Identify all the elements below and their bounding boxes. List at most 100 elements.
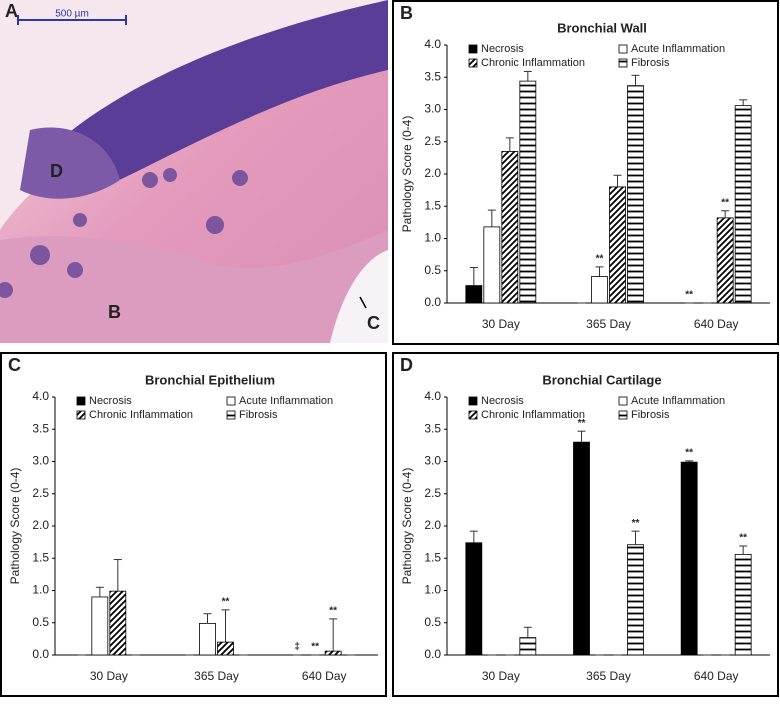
chart-title: Bronchial Cartilage: [542, 372, 661, 387]
scale-bar-label: 500 µm: [55, 9, 89, 20]
bar: [465, 542, 483, 656]
panel-frame: [0, 352, 387, 697]
y-tick-label: 1.0: [32, 583, 49, 597]
y-axis-label: Pathology Score (0-4): [400, 116, 414, 233]
significance-marker: **: [578, 418, 586, 429]
bar: [680, 461, 698, 656]
y-tick-label: 4.0: [32, 389, 49, 403]
legend-label: Chronic Inflammation: [481, 409, 585, 421]
bar: [627, 544, 644, 656]
error-bar: [523, 70, 532, 82]
bar: [591, 276, 608, 304]
significance-marker: **: [632, 518, 640, 529]
bar: [109, 590, 127, 656]
legend-swatch: [226, 396, 236, 406]
error-bar: [469, 267, 478, 286]
significance-marker: **: [721, 197, 729, 208]
legend-swatch: [76, 396, 86, 406]
x-tick-label: 365 Day: [586, 317, 631, 331]
y-tick-label: 4.0: [424, 389, 441, 403]
y-tick-label: 2.5: [424, 486, 441, 500]
y-tick-label: 3.5: [424, 69, 441, 83]
legend-label: Necrosis: [481, 395, 524, 407]
error-bar: [113, 559, 122, 592]
y-tick-label: 0.0: [424, 295, 441, 309]
bar: [501, 151, 519, 304]
bar: [573, 441, 590, 656]
legend-label: Fibrosis: [239, 409, 278, 421]
error-bar: [505, 137, 514, 152]
y-axis-label: Pathology Score (0-4): [400, 468, 414, 585]
legend-swatch: [468, 396, 478, 406]
y-tick-label: 2.0: [424, 518, 441, 532]
error-bar: [595, 266, 604, 277]
y-tick-label: 2.0: [32, 518, 49, 532]
error-bar: [721, 210, 730, 218]
error-bar: [577, 430, 586, 443]
significance-marker: **: [685, 290, 693, 301]
y-tick-label: 3.5: [32, 421, 49, 435]
error-bar: [613, 174, 622, 187]
y-tick-label: 1.5: [32, 550, 49, 564]
error-bar: [469, 530, 478, 543]
error-bar: [95, 586, 104, 597]
y-axis-label: Pathology Score (0-4): [8, 468, 22, 585]
y-tick-label: 1.0: [424, 583, 441, 597]
panel-frame: [392, 352, 779, 697]
image-marker: B: [108, 302, 121, 322]
bar: [734, 553, 752, 656]
legend-label: Acute Inflammation: [239, 395, 333, 407]
legend-swatch: [618, 58, 628, 68]
significance-marker: **: [596, 254, 604, 265]
significance-marker: ‡: [294, 642, 300, 653]
significance-marker: **: [329, 606, 337, 617]
bar: [519, 80, 537, 304]
bar: [483, 226, 501, 304]
x-tick-label: 30 Day: [90, 669, 128, 683]
x-tick-label: 365 Day: [586, 669, 631, 683]
y-tick-label: 4.0: [424, 37, 441, 51]
legend-swatch: [468, 44, 478, 54]
bar: [91, 596, 109, 656]
y-tick-label: 0.5: [424, 263, 441, 277]
significance-marker: **: [685, 447, 693, 458]
bar: [519, 637, 537, 656]
legend-label: Necrosis: [89, 395, 132, 407]
legend-label: Chronic Inflammation: [481, 57, 585, 69]
bar: [716, 217, 734, 304]
error-bar: [487, 209, 496, 227]
y-tick-label: 1.0: [424, 231, 441, 245]
y-tick-label: 2.0: [424, 166, 441, 180]
histology-image: 500 µm A D B C: [0, 0, 388, 343]
legend-swatch: [468, 58, 478, 68]
y-tick-label: 3.0: [32, 454, 49, 468]
bar: [199, 622, 216, 656]
panel-label: A: [5, 1, 18, 21]
x-tick-label: 640 Day: [694, 317, 739, 331]
y-tick-label: 3.0: [424, 454, 441, 468]
bar: [627, 85, 644, 304]
y-tick-label: 2.5: [424, 134, 441, 148]
legend-swatch: [76, 410, 86, 420]
panel-frame: [392, 0, 779, 345]
x-tick-label: 640 Day: [302, 669, 347, 683]
error-bar: [523, 626, 532, 638]
bar: [609, 186, 626, 304]
legend-swatch: [618, 44, 628, 54]
error-bar: [631, 530, 640, 545]
legend-swatch: [226, 410, 236, 420]
y-tick-label: 0.0: [424, 647, 441, 661]
chart-title: Bronchial Wall: [557, 20, 647, 35]
y-tick-label: 0.5: [424, 615, 441, 629]
significance-marker: **: [222, 596, 230, 607]
x-tick-label: 365 Day: [194, 669, 239, 683]
error-bar: [685, 460, 694, 463]
legend-label: Fibrosis: [631, 409, 670, 421]
significance-marker: **: [311, 642, 319, 653]
legend-swatch: [618, 410, 628, 420]
chart-title: Bronchial Epithelium: [145, 372, 275, 387]
y-tick-label: 3.5: [424, 421, 441, 435]
image-marker: C: [367, 313, 380, 333]
bar: [324, 650, 342, 656]
